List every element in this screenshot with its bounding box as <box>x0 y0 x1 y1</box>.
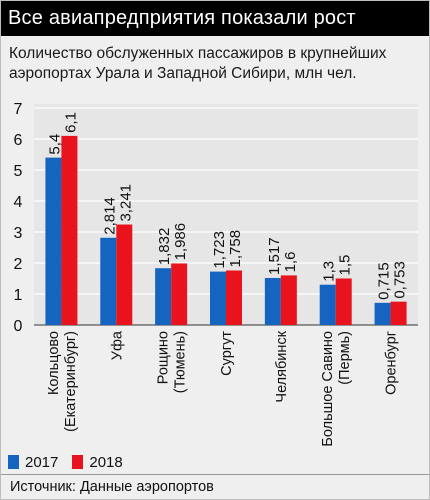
legend-swatch-2017 <box>8 455 19 469</box>
y-tick-label: 2 <box>14 256 23 273</box>
category-label: Уфа <box>109 330 125 360</box>
data-label: 0,753 <box>392 261 409 299</box>
bar-2017 <box>374 302 391 325</box>
y-tick-label: 0 <box>14 318 23 335</box>
data-label: 1,5 <box>337 255 354 276</box>
bar-2017 <box>45 157 62 325</box>
bar-2017 <box>210 271 226 325</box>
category-label: Большое Савино <box>320 331 336 447</box>
legend-label-2017: 2017 <box>25 453 59 471</box>
bar-2018 <box>335 278 352 325</box>
bar-2017 <box>319 284 336 325</box>
legend: 2017 2018 <box>8 453 137 471</box>
bar-2018 <box>226 270 242 325</box>
data-label: 5,4 <box>46 134 63 155</box>
y-tick-label: 5 <box>14 163 23 180</box>
data-label: 0,715 <box>376 262 393 300</box>
chart-subtitle: Количество обслуженных пассажиров в круп… <box>9 45 387 82</box>
category-label: (Екатеринбург) <box>63 331 79 432</box>
category-label: Челябинск <box>274 330 290 402</box>
bar-2017 <box>155 268 172 325</box>
data-label: 1,758 <box>227 230 244 268</box>
data-label: 1,832 <box>156 228 173 266</box>
y-tick-label: 1 <box>14 287 23 304</box>
legend-swatch-2018 <box>72 455 84 469</box>
bar-2018 <box>61 135 78 325</box>
y-tick-label: 7 <box>14 101 23 118</box>
legend-label-2018: 2018 <box>89 453 123 471</box>
data-label: 2,814 <box>101 197 118 235</box>
category-label: Кольцово <box>46 331 62 395</box>
category-label: (Тюмень) <box>173 331 189 393</box>
category-label: Оренбург <box>384 331 400 395</box>
data-label: 1,6 <box>282 252 299 273</box>
category-label: Рощино <box>156 331 172 384</box>
chart-title: Все авиапредприятия показали рост <box>0 0 430 36</box>
data-label: 1,986 <box>172 223 189 261</box>
bar-2018 <box>171 263 188 325</box>
data-label: 3,241 <box>117 184 134 222</box>
y-tick-label: 6 <box>14 132 23 149</box>
category-label: Сургут <box>219 331 235 376</box>
legend-item-2017: 2017 <box>8 454 58 471</box>
bar-2017 <box>264 277 281 325</box>
data-label: 6,1 <box>62 112 79 133</box>
category-label: (Пермь) <box>337 331 353 385</box>
bar-2018 <box>280 275 297 325</box>
bar-2018 <box>116 224 133 325</box>
bar-2018 <box>390 301 407 325</box>
legend-item-2018: 2018 <box>72 453 123 471</box>
data-label: 1,517 <box>266 237 283 275</box>
y-tick-label: 4 <box>14 194 23 211</box>
source-note: Источник: Данные аэропортов <box>0 474 430 500</box>
bar-2017 <box>100 237 117 325</box>
y-tick-label: 3 <box>14 225 23 242</box>
data-label: 1,723 <box>211 231 228 269</box>
data-label: 1,3 <box>321 261 338 282</box>
